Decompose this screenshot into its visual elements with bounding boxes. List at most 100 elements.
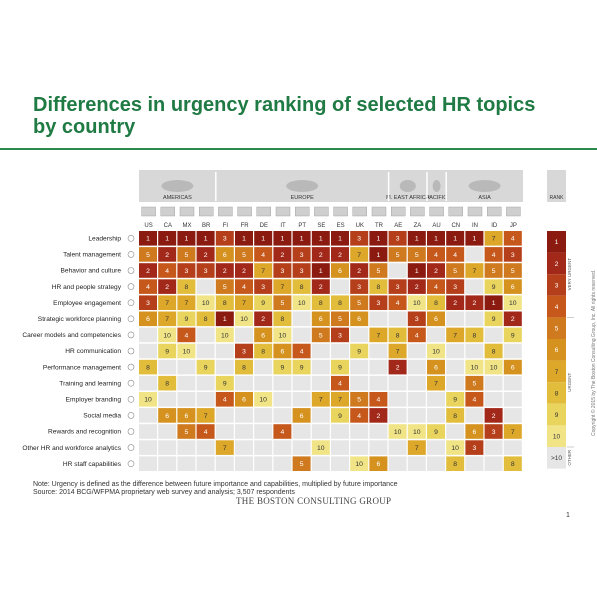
heatmap-cell [427,263,445,278]
cell-rank-label: 6 [261,332,265,339]
heatmap-cell [311,456,330,471]
country-flag-icon [467,206,483,217]
cell-rank-label: 3 [511,252,515,259]
heatmap-cell [177,327,196,343]
heatmap-cell [388,392,407,407]
heatmap-cell [196,359,215,375]
heatmap-cell [407,231,426,246]
heatmap-cell [292,408,311,423]
heatmap-cell [484,343,503,359]
heatmap-cell [254,263,273,278]
heatmap-cell [215,327,234,343]
legend-rank-label: 6 [555,347,559,354]
legend-rank-label: 3 [555,282,559,289]
cell-rank-label: 9 [300,365,304,372]
cell-rank-label: 8 [223,300,227,307]
heatmap-cell [273,424,292,439]
heatmap-cell [503,279,522,294]
heatmap-cell [235,279,253,294]
heatmap-cell [388,408,407,423]
cell-rank-label: 6 [377,461,381,468]
country-flag-icon [429,206,444,217]
cell-rank-label: 3 [357,284,361,291]
cell-rank-label: 2 [453,300,457,307]
heatmap-cell [177,392,196,407]
heatmap-cell [235,392,253,407]
cell-rank-label: 2 [492,413,496,420]
heatmap-cell [369,392,388,407]
heatmap-cell [215,295,234,310]
legend-swatch [547,425,566,447]
heatmap-cell [407,392,426,407]
cell-rank-label: 8 [396,332,400,339]
heatmap-cell [369,343,388,359]
heatmap-cell [196,263,215,278]
cell-rank-label: 6 [165,413,169,420]
heatmap-cell [331,424,349,439]
heatmap-cell [350,279,369,294]
heatmap-cell [350,247,369,262]
heatmap-cell [427,424,445,439]
heatmap-cell [427,408,445,423]
topic-label: Performance management [43,364,121,371]
country-flag-icon [371,206,387,217]
heatmap-cell [139,375,157,391]
heatmap-cell [235,343,253,359]
cell-rank-label: 7 [511,429,515,436]
heatmap-cell [196,375,215,391]
heatmap-cell [292,359,311,375]
heatmap-cell [446,359,465,375]
cell-rank-label: 8 [300,284,304,291]
heatmap-cell [484,311,503,327]
cell-rank-label: 3 [338,332,342,339]
country-code: AU [432,223,440,229]
cell-rank-label: 3 [415,316,419,323]
heatmap-cell [350,392,369,407]
cell-rank-label: 10 [183,348,191,355]
cell-rank-label: 2 [377,413,381,420]
cell-rank-label: 5 [357,397,361,404]
cell-rank-label: 8 [319,300,323,307]
heatmap-cell [388,343,407,359]
legend-title: RANK [550,195,565,201]
country-code: AE [394,223,402,229]
heatmap-cell [331,327,349,343]
heatmap-cell [503,359,522,375]
country-flag-icon [218,206,233,217]
cell-rank-label: 4 [223,397,227,404]
topic-icon [127,460,135,468]
heatmap-cell [311,408,330,423]
heatmap-cell [484,440,503,455]
cell-rank-label: 2 [242,268,246,275]
heatmap-cell [311,295,330,310]
cell-rank-label: 7 [242,300,246,307]
heatmap-cell [369,456,388,471]
heatmap-cell [369,279,388,294]
heatmap-cell [427,359,445,375]
heatmap-cell [292,263,311,278]
cell-rank-label: 8 [204,316,208,323]
cell-rank-label: 6 [281,348,285,355]
cell-rank-label: 1 [434,236,438,243]
topic-label: Career models and competencies [22,332,121,339]
heatmap-cell [273,440,292,455]
heatmap-cell [407,263,426,278]
heatmap-cell [331,343,349,359]
heatmap-cell [407,359,426,375]
cell-rank-label: 5 [146,252,150,259]
heatmap-cell [273,375,292,391]
country-flag-icon [506,206,521,217]
country-code: ES [337,223,345,229]
cell-rank-label: 2 [434,268,438,275]
heatmap-cell [446,456,465,471]
topic-label: HR staff capabilities [63,461,122,468]
legend-swatch [547,274,566,296]
heatmap-cell [446,343,465,359]
region-map-icon [161,180,194,192]
cell-rank-label: 3 [300,252,304,259]
cell-rank-label: 7 [377,332,381,339]
heatmap-cell [311,375,330,391]
cell-rank-label: 4 [492,252,496,259]
cell-rank-label: 8 [261,348,265,355]
cell-rank-label: 8 [165,381,169,388]
